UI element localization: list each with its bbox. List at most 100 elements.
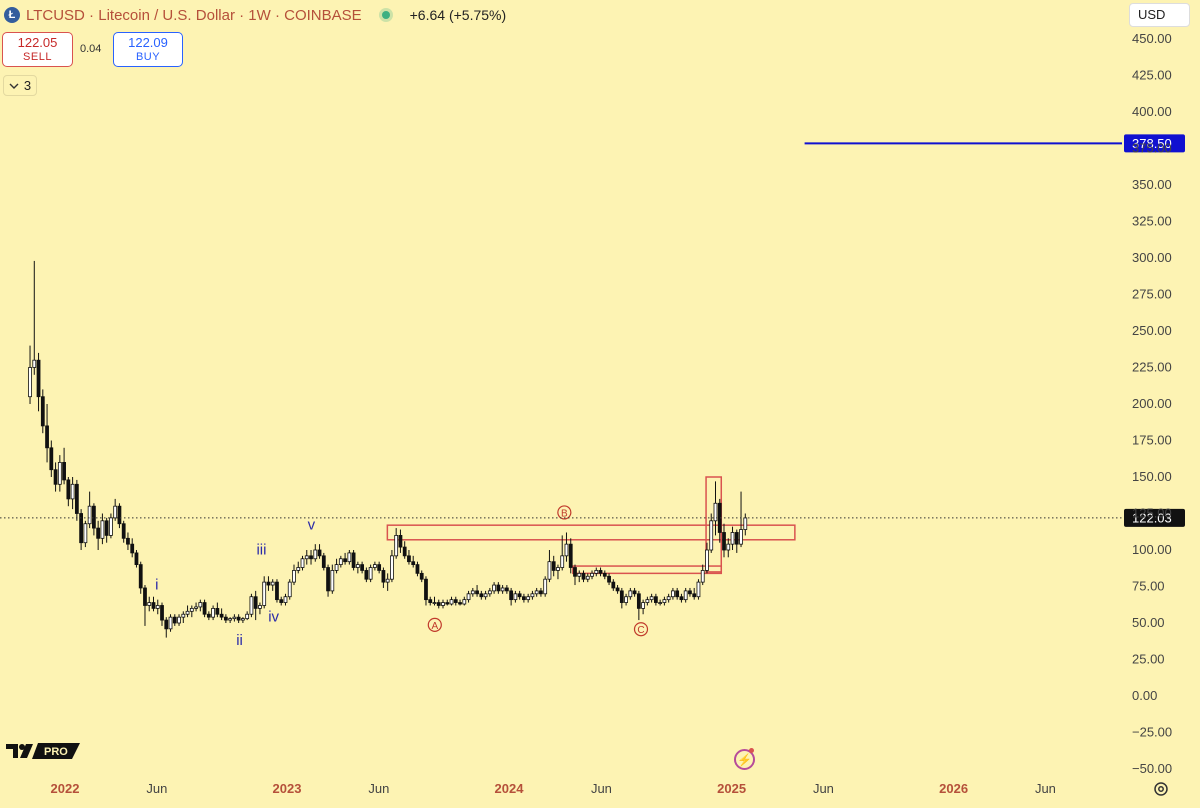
candle-body[interactable] [462, 599, 467, 605]
candle-body[interactable] [134, 552, 139, 565]
candle-body[interactable] [492, 584, 496, 592]
candle-body[interactable] [653, 596, 658, 603]
buy-button[interactable]: 122.09 BUY [113, 32, 183, 67]
candle-body[interactable] [185, 610, 190, 615]
candle-body[interactable] [198, 602, 203, 608]
candle-body[interactable] [705, 549, 709, 571]
candle-body[interactable] [504, 587, 509, 592]
candle-body[interactable] [372, 564, 377, 568]
candle-body[interactable] [419, 572, 424, 580]
candle-body[interactable] [202, 602, 207, 615]
candle-body[interactable] [292, 570, 296, 583]
candle-body[interactable] [632, 590, 637, 595]
candle-body[interactable] [194, 606, 198, 609]
candle-body[interactable] [287, 581, 292, 598]
candle-body[interactable] [338, 558, 343, 566]
candle-body[interactable] [466, 593, 471, 601]
candle-body[interactable] [258, 605, 262, 609]
candle-body[interactable] [394, 535, 399, 557]
candle-body[interactable] [70, 483, 75, 500]
candle-body[interactable] [147, 602, 152, 606]
candle-body[interactable] [424, 578, 428, 601]
candle-body[interactable] [36, 359, 41, 398]
candle-body[interactable] [236, 616, 241, 621]
candle-body[interactable] [151, 602, 156, 609]
candle-body[interactable] [602, 572, 607, 577]
candle-body[interactable] [445, 602, 450, 605]
candle-body[interactable] [739, 529, 743, 545]
candle-body[interactable] [330, 570, 335, 592]
candle-body[interactable] [628, 590, 633, 598]
candle-body[interactable] [496, 584, 501, 592]
candle-body[interactable] [564, 543, 569, 557]
candle-body[interactable] [245, 613, 250, 620]
candle-body[interactable] [649, 596, 654, 601]
candle-body[interactable] [309, 555, 313, 560]
candle-body[interactable] [722, 532, 726, 551]
candle-body[interactable] [253, 596, 258, 609]
symbol-title[interactable]: LTCUSD · Litecoin / U.S. Dollar · 1W · C… [26, 6, 362, 24]
candle-body[interactable] [109, 517, 113, 536]
candle-body[interactable] [407, 555, 411, 563]
candle-body[interactable] [279, 599, 284, 603]
candle-body[interactable] [313, 549, 318, 560]
candle-body[interactable] [611, 581, 616, 589]
candle-body[interactable] [385, 578, 390, 583]
candle-body[interactable] [181, 613, 186, 618]
candle-body[interactable] [449, 599, 454, 605]
candle-body[interactable] [130, 543, 135, 554]
candle-body[interactable] [66, 479, 71, 500]
gear-icon[interactable] [1152, 780, 1170, 798]
candle-body[interactable] [556, 567, 560, 571]
candle-body[interactable] [598, 570, 603, 574]
candle-body[interactable] [594, 570, 599, 574]
flash-icon[interactable]: ⚡ [734, 749, 755, 770]
candle-body[interactable] [679, 596, 684, 601]
candle-body[interactable] [228, 618, 233, 621]
candle-body[interactable] [428, 599, 433, 603]
candle-body[interactable] [479, 593, 484, 598]
candle-body[interactable] [351, 552, 356, 568]
candle-body[interactable] [74, 483, 79, 514]
sell-button[interactable]: 122.05 SELL [2, 32, 73, 67]
candle-body[interactable] [326, 567, 330, 592]
candle-body[interactable] [347, 552, 352, 563]
candle-body[interactable] [275, 581, 279, 601]
candle-body[interactable] [619, 590, 624, 603]
candle-body[interactable] [211, 608, 215, 618]
candle-body[interactable] [662, 599, 667, 603]
candle-body[interactable] [551, 561, 556, 571]
candle-body[interactable] [189, 608, 194, 612]
candle-body[interactable] [317, 549, 322, 557]
candle-body[interactable] [577, 572, 582, 577]
candle-body[interactable] [32, 359, 37, 368]
candle-body[interactable] [470, 590, 475, 595]
candle-body[interactable] [232, 616, 237, 620]
candle-body[interactable] [360, 564, 365, 571]
candle-body[interactable] [636, 593, 641, 609]
candle-body[interactable] [475, 590, 479, 595]
candle-body[interactable] [57, 461, 62, 485]
candle-body[interactable] [671, 590, 675, 598]
candle-body[interactable] [368, 567, 373, 580]
candle-body[interactable] [62, 461, 66, 481]
candle-body[interactable] [53, 469, 58, 485]
candle-body[interactable] [28, 367, 32, 398]
candle-body[interactable] [713, 502, 718, 522]
candle-body[interactable] [334, 564, 339, 571]
candle-body[interactable] [534, 590, 539, 595]
candle-body[interactable] [164, 619, 169, 630]
candle-body[interactable] [398, 535, 403, 548]
candle-body[interactable] [266, 581, 271, 586]
candle-body[interactable] [581, 572, 586, 580]
candle-body[interactable] [390, 555, 394, 580]
candle-body[interactable] [415, 564, 420, 574]
candle-body[interactable] [590, 572, 594, 577]
candle-body[interactable] [126, 537, 130, 545]
candle-body[interactable] [513, 593, 518, 601]
candle-body[interactable] [709, 520, 714, 551]
candle-body[interactable] [79, 513, 84, 544]
candle-body[interactable] [432, 602, 437, 604]
candle-body[interactable] [49, 447, 54, 471]
